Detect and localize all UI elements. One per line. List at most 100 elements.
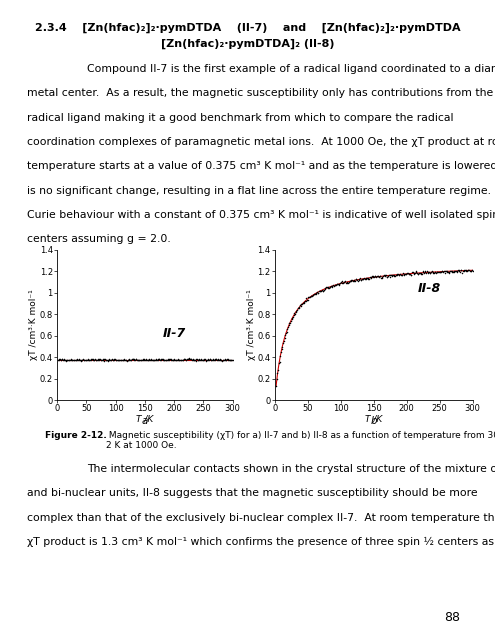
Point [287, 316, 295, 326]
Point [311, 289, 319, 299]
Point [434, 266, 442, 276]
Point [445, 268, 453, 278]
Point [144, 355, 151, 365]
Point [346, 276, 354, 286]
Point [355, 275, 363, 285]
Point [88, 354, 96, 364]
Point [314, 287, 322, 298]
Point [133, 355, 141, 365]
Point [429, 266, 437, 276]
Point [95, 354, 103, 364]
Point [428, 266, 436, 276]
Point [129, 355, 137, 365]
Point [351, 276, 359, 286]
Point [87, 355, 95, 365]
Point [465, 265, 473, 275]
Text: Magnetic susceptibility (χT) for a) II-7 and b) II-8 as a function of temperatur: Magnetic susceptibility (χT) for a) II-7… [106, 431, 495, 450]
Point [172, 355, 180, 365]
Point [299, 298, 307, 308]
Point [182, 355, 190, 365]
Point [408, 268, 416, 278]
Point [54, 355, 62, 365]
Point [291, 308, 298, 319]
Point [363, 273, 371, 283]
Text: b: b [370, 416, 377, 426]
Point [206, 354, 214, 364]
Point [301, 296, 309, 306]
Point [453, 266, 461, 276]
Text: and bi-nuclear units, II-8 suggests that the magnetic susceptibility should be m: and bi-nuclear units, II-8 suggests that… [27, 488, 478, 499]
Point [66, 355, 74, 365]
Point [318, 285, 326, 295]
Point [275, 358, 283, 368]
Point [457, 265, 465, 275]
Point [74, 354, 82, 364]
Point [417, 268, 425, 278]
Point [98, 355, 105, 365]
Point [97, 355, 104, 365]
Point [156, 355, 164, 365]
Point [87, 355, 95, 365]
Point [60, 355, 68, 365]
Point [179, 355, 187, 365]
Point [164, 355, 172, 365]
Point [135, 355, 143, 365]
Point [94, 355, 101, 365]
Point [181, 354, 189, 364]
Point [101, 355, 109, 365]
Point [163, 355, 171, 365]
Point [62, 355, 70, 365]
Point [210, 355, 218, 365]
Point [409, 267, 417, 277]
Point [58, 354, 66, 364]
Point [402, 269, 410, 279]
Text: temperature starts at a value of 0.375 cm³ K mol⁻¹ and as the temperature is low: temperature starts at a value of 0.375 c… [27, 161, 495, 172]
Point [359, 274, 367, 284]
Point [426, 268, 434, 278]
Point [68, 355, 76, 365]
Point [410, 268, 418, 278]
Point [434, 268, 442, 278]
Point [396, 269, 404, 280]
Text: 2.3.4    [Zn(hfac)₂]₂·pymDTDA    (II-7)    and    [Zn(hfac)₂]₂·pymDTDA: 2.3.4 [Zn(hfac)₂]₂·pymDTDA (II-7) and [Z… [35, 22, 460, 33]
Point [321, 284, 329, 294]
Point [219, 355, 227, 365]
Point [164, 354, 172, 364]
Point [150, 355, 158, 365]
Point [362, 273, 370, 284]
Point [112, 355, 120, 365]
Point [94, 355, 102, 365]
Point [407, 270, 415, 280]
Point [376, 271, 384, 281]
Point [197, 355, 205, 365]
Point [376, 271, 384, 281]
Point [377, 273, 385, 283]
Point [118, 355, 126, 365]
Point [92, 355, 99, 365]
Point [283, 326, 291, 337]
Point [386, 272, 394, 282]
Text: radical ligand making it a good benchmark from which to compare the radical: radical ligand making it a good benchmar… [27, 113, 454, 123]
Point [441, 268, 449, 278]
Point [209, 354, 217, 364]
Point [296, 300, 304, 310]
Point [352, 273, 360, 284]
Point [174, 355, 182, 365]
Point [334, 279, 342, 289]
Point [119, 355, 127, 365]
Point [73, 355, 81, 365]
Point [450, 267, 458, 277]
Point [393, 269, 400, 279]
Point [324, 282, 332, 292]
Point [354, 273, 362, 284]
Point [299, 298, 307, 308]
Point [459, 266, 467, 276]
Point [132, 355, 140, 365]
Point [157, 355, 165, 365]
Point [288, 314, 296, 324]
Point [347, 275, 355, 285]
Point [137, 355, 145, 365]
Point [357, 275, 365, 285]
Point [424, 268, 432, 278]
Point [83, 355, 91, 365]
